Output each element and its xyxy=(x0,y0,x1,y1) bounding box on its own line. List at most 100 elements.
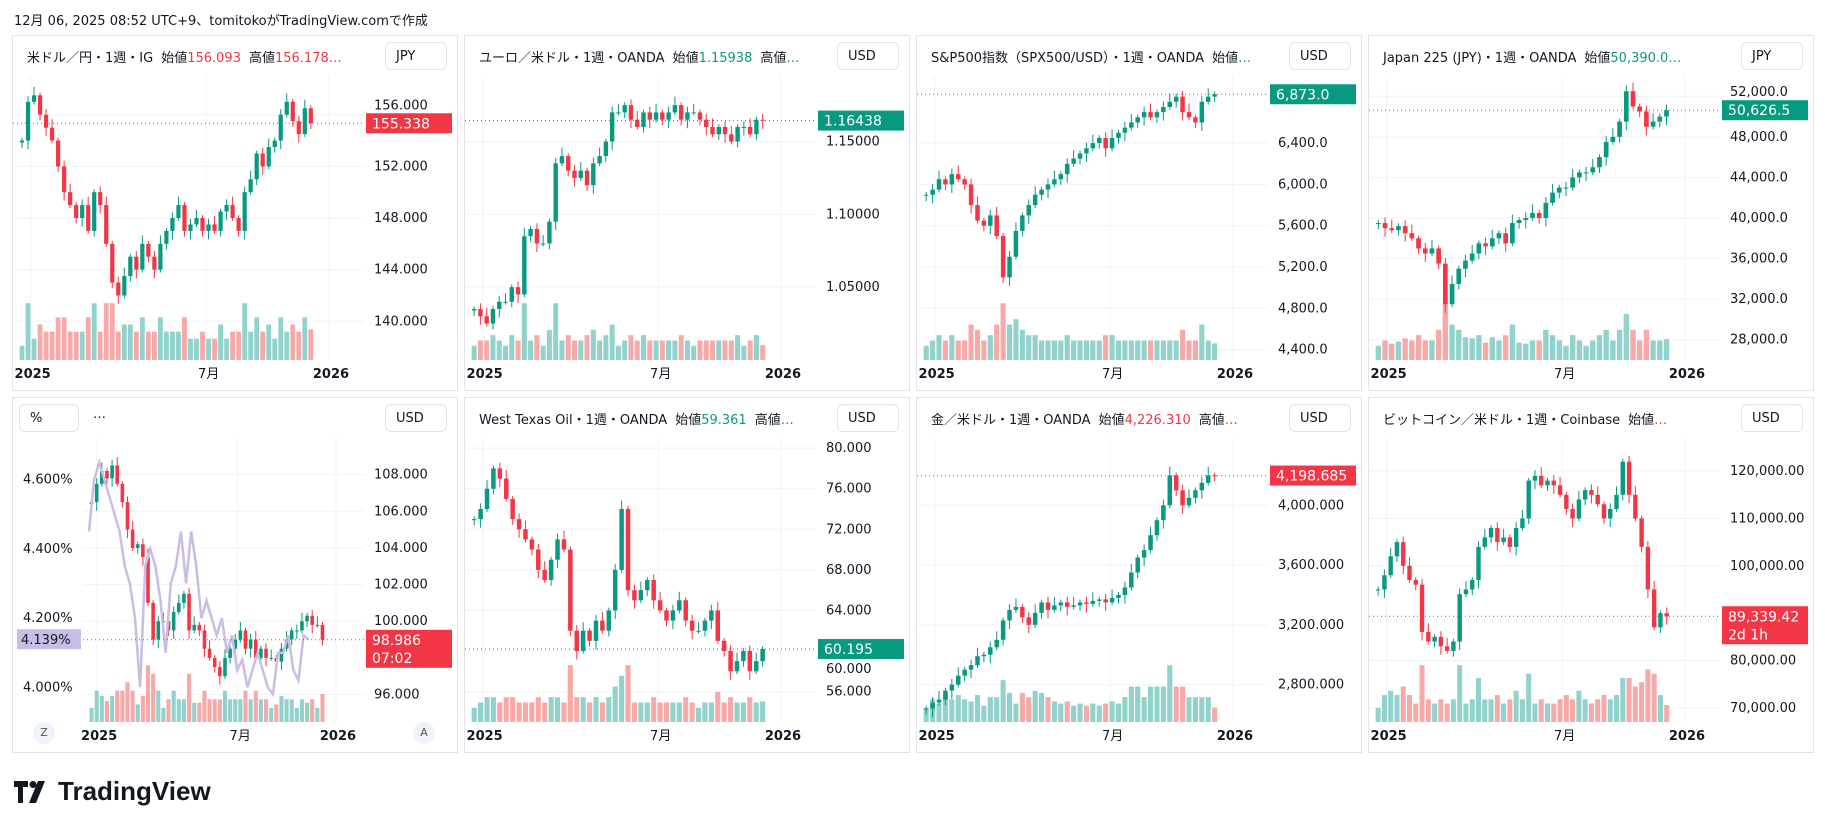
chart-panel[interactable]: 140.000 144.000 148.000 152.000 156.000 2025 7… xyxy=(12,35,458,391)
candle-body xyxy=(68,192,73,206)
volume-bar xyxy=(85,317,91,360)
currency-button[interactable]: USD xyxy=(1289,404,1351,432)
currency-button[interactable]: USD xyxy=(837,404,899,432)
volume-bar xyxy=(1064,335,1070,360)
symbol-legend[interactable]: Japan 225 (JPY)・1週・OANDA 始値50,390.0… xyxy=(1379,45,1694,68)
candle-body xyxy=(529,539,535,550)
volume-bar xyxy=(61,317,67,360)
left-price-label: 4.139% xyxy=(21,633,71,648)
symbol-legend[interactable]: S&P500指数（SPX500/USD）・1週・OANDA 始値… xyxy=(927,45,1255,68)
candle-body xyxy=(182,205,187,231)
symbol-title: 米ドル／円・1週・IG xyxy=(27,51,154,66)
chart-panel[interactable]: 96.000 100.000 102.000 104.000 106.000 108.00… xyxy=(12,397,458,753)
volume-bar xyxy=(1650,340,1656,360)
chart-panel[interactable]: 4,400.0 4,800.0 5,200.0 5,600.0 6,000.0 6,400… xyxy=(916,35,1362,391)
symbol-legend[interactable]: ビットコイン／米ドル・1週・Coinbase 始値… xyxy=(1379,407,1680,430)
symbol-legend[interactable]: West Texas Oil・1週・OANDA 始値59.361 高値… xyxy=(475,407,798,430)
currency-button[interactable]: USD xyxy=(1741,404,1803,432)
candle-body xyxy=(478,509,483,520)
candle-body xyxy=(1199,101,1205,123)
candle-body xyxy=(1476,243,1482,254)
chart-panel[interactable]: 1.05000 1.10000 1.15000 2025 7月 2026 1.16438 ユー… xyxy=(464,35,910,391)
chart-canvas[interactable]: 96.000 100.000 102.000 104.000 106.000 108.00… xyxy=(13,398,458,753)
volume-bar xyxy=(1663,339,1670,360)
volume-bar xyxy=(140,695,145,722)
chart-canvas[interactable]: 28,000.0 32,000.0 36,000.0 40,000.0 44,000.0… xyxy=(1369,36,1814,391)
candle-body xyxy=(1429,248,1435,254)
chart-canvas[interactable]: 140.000 144.000 148.000 152.000 156.000 2025 7… xyxy=(13,36,458,391)
candle-body xyxy=(110,465,114,479)
last-price-label: 60.195 xyxy=(824,642,873,658)
legend-collapsed[interactable]: … xyxy=(93,407,106,422)
candle-body xyxy=(619,509,624,570)
left-y-tick-label: 4.200% xyxy=(23,611,73,626)
left-scale-unit-button[interactable]: % xyxy=(19,404,79,432)
volume-bar xyxy=(728,340,734,360)
currency-button[interactable]: USD xyxy=(1289,42,1351,70)
candle-body xyxy=(302,108,307,135)
candle-body xyxy=(632,590,637,601)
chart-panel[interactable]: 56.000 60.000 64.000 68.000 72.000 76.000 80.0… xyxy=(464,397,910,753)
volume-bar xyxy=(115,331,121,360)
open-label: 始値 xyxy=(672,51,699,66)
currency-button[interactable]: JPY xyxy=(1741,42,1803,70)
candle-body xyxy=(657,600,663,611)
candle-body xyxy=(260,153,265,167)
open-label: 始値 xyxy=(161,51,188,66)
volume-bar xyxy=(166,699,171,722)
chart-panel[interactable]: 70,000.00 80,000.00 100,000.00 110,000.00 12… xyxy=(1368,397,1814,753)
auto-zoom-button[interactable]: Z xyxy=(33,722,55,744)
candle-body xyxy=(548,559,554,580)
candle-body xyxy=(100,470,104,484)
x-tick-label: 2025 xyxy=(15,367,51,382)
chart-canvas[interactable]: 4,400.0 4,800.0 5,200.0 5,600.0 6,000.0 6,400… xyxy=(917,36,1362,391)
volume-bar xyxy=(509,335,515,360)
chart-canvas[interactable]: 1.05000 1.10000 1.15000 2025 7月 2026 1.16438 xyxy=(465,36,910,391)
volume-bar xyxy=(1596,335,1603,360)
chart-panel[interactable]: 28,000.0 32,000.0 36,000.0 40,000.0 44,000.0… xyxy=(1368,35,1814,391)
candle-body xyxy=(1409,233,1415,239)
volume-bar xyxy=(936,703,942,722)
volume-bar xyxy=(1394,695,1400,722)
candle-body xyxy=(722,126,728,135)
candle-body xyxy=(568,549,573,631)
currency-button[interactable]: USD xyxy=(837,42,899,70)
auto-scale-button[interactable]: A xyxy=(413,722,435,744)
chart-panel[interactable]: 2,800.000 3,200.000 3,600.000 4,000.000 2025… xyxy=(916,397,1362,753)
y-tick-label: 1.15000 xyxy=(826,135,880,150)
candle-body xyxy=(591,163,596,186)
candle-body xyxy=(1173,96,1179,102)
volume-bar xyxy=(1212,343,1218,360)
candle-body xyxy=(1482,537,1487,547)
chart-canvas[interactable]: 70,000.00 80,000.00 100,000.00 110,000.00 12… xyxy=(1369,398,1814,753)
volume-bar xyxy=(1103,703,1109,722)
candle-body xyxy=(128,256,133,277)
symbol-legend[interactable]: ユーロ／米ドル・1週・OANDA 始値1.15938 高値… xyxy=(475,45,803,68)
volume-bar xyxy=(73,331,79,360)
chart-canvas[interactable]: 2,800.000 3,200.000 3,600.000 4,000.000 2025… xyxy=(917,398,1362,753)
currency-button[interactable]: JPY xyxy=(385,42,447,70)
chart-canvas[interactable]: 56.000 60.000 64.000 68.000 72.000 76.000 80.0… xyxy=(465,398,910,753)
x-tick-label: 2025 xyxy=(467,729,503,744)
volume-bar xyxy=(139,317,145,360)
x-tick-label: 2025 xyxy=(467,367,503,382)
candle-body xyxy=(315,624,320,626)
last-price-label: 155.338 xyxy=(372,116,430,132)
currency-button[interactable]: USD xyxy=(385,404,447,432)
candle-body xyxy=(638,590,644,601)
candle-body xyxy=(1007,256,1012,278)
tradingview-logo[interactable]: TradingView xyxy=(14,776,211,807)
volume-bar xyxy=(484,697,490,722)
y-tick-label: 120,000.00 xyxy=(1730,464,1804,479)
volume-bar xyxy=(1456,329,1462,360)
symbol-legend[interactable]: 金／米ドル・1週・OANDA 始値4,226.310 高値… xyxy=(927,407,1242,430)
candle-body xyxy=(1039,602,1044,613)
volume-bar xyxy=(1501,703,1507,722)
volume-bar xyxy=(1375,345,1382,360)
candle-body xyxy=(754,119,759,135)
symbol-legend[interactable]: 米ドル／円・1週・IG 始値156.093 高値156.178… xyxy=(23,45,346,68)
candle-body xyxy=(320,624,325,640)
volume-bar xyxy=(109,303,115,360)
open-label: 始値 xyxy=(675,413,702,428)
left-price-label-bg xyxy=(17,629,81,650)
